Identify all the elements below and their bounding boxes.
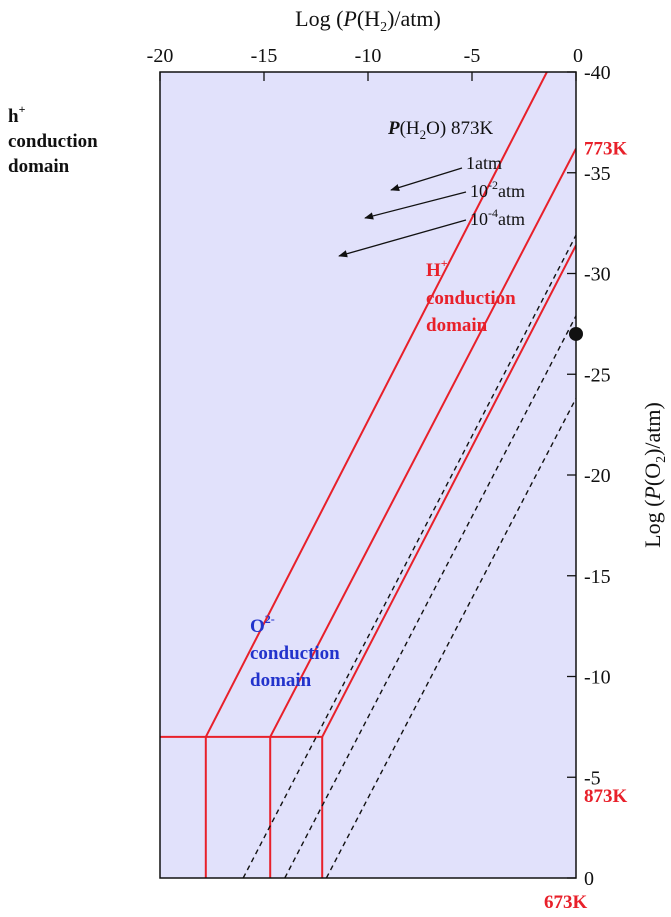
boundary-slope-673K [204, 72, 548, 738]
y-tick-label: -30 [584, 264, 611, 286]
y-tick-label: -25 [584, 364, 611, 386]
label-873K: 873K [584, 786, 628, 807]
x-tick-label: -15 [251, 45, 278, 67]
boundary-lines [160, 72, 576, 878]
y-tick-label: 0 [584, 868, 594, 890]
y-axis-title: Log (P(O2)/atm) [640, 402, 669, 548]
annotation-1e-4atm: 10-4atm [470, 206, 525, 229]
dashed-lines [242, 234, 576, 878]
label-hplus-domain: h+ conduction domain [8, 97, 103, 177]
label-proton-domain: H+ conduction domain [426, 251, 521, 336]
x-axis-ticks: -20 -15 -10 -5 0 [147, 45, 583, 81]
x-tick-label: 0 [573, 45, 583, 67]
dashed-line-10^-2atm [284, 315, 576, 878]
dashed-line-10^-4atm [242, 234, 576, 878]
arrow-1e-2atm [364, 191, 467, 220]
label-673K: 673K [544, 892, 588, 913]
annotation-1atm: 1atm [466, 153, 502, 173]
label-oxide-domain: O2- conduction domain [250, 607, 345, 691]
x-tick-label: -20 [147, 45, 174, 67]
y-axis-ticks: 0 -5 -10 -15 -20 -25 -30 -35 -40 [567, 62, 611, 890]
arrow-1e-4atm [338, 219, 467, 258]
annotation-1e-2atm: 10-2atm [470, 178, 525, 201]
x-axis-title: Log (P(H2)/atm) [295, 6, 441, 35]
y-tick-label: -10 [584, 667, 611, 689]
dashed-line-1atm [325, 398, 576, 878]
y-tick-label: -5 [584, 767, 601, 789]
annotation-title: P(H2O) 873K [387, 118, 493, 142]
x-tick-label: -5 [464, 45, 481, 67]
y-tick-label: -20 [584, 465, 611, 487]
y-tick-label: -15 [584, 566, 611, 588]
arrow-1atm [390, 167, 463, 192]
data-marker [569, 326, 583, 341]
y-tick-label: -40 [584, 62, 611, 84]
boundary-slope-873K [321, 244, 576, 738]
boundary-slope-773K [269, 148, 576, 738]
label-773K: 773K [584, 139, 628, 160]
plot-area [160, 72, 576, 878]
y-tick-label: -35 [584, 163, 611, 185]
x-tick-label: -10 [355, 45, 382, 67]
